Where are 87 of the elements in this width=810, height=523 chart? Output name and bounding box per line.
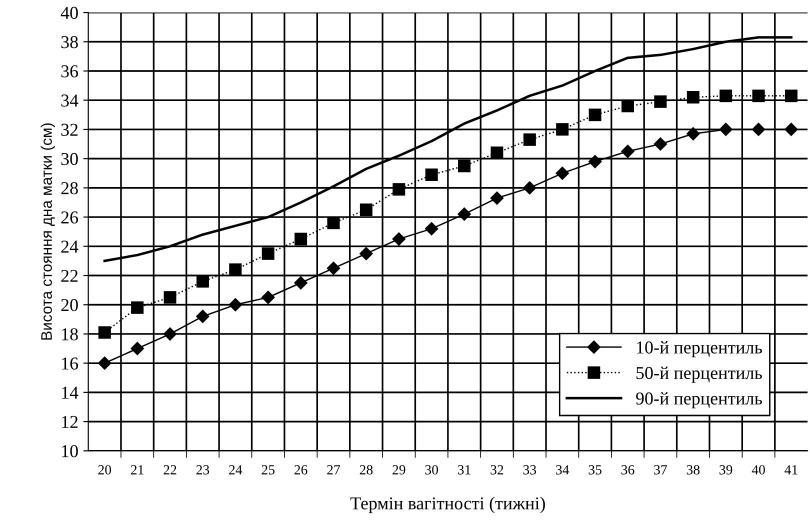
point bbox=[326, 262, 340, 275]
x-tick-label: 36 bbox=[621, 465, 634, 474]
x-tick-label: 23 bbox=[196, 465, 210, 474]
x-axis-title: Термін вагітності (тижні) bbox=[350, 496, 545, 514]
legend-label: 50-й перцентиль bbox=[636, 366, 762, 383]
legend-label: 10-й перцентиль bbox=[637, 341, 762, 358]
y-tick-label: 30 bbox=[61, 152, 78, 166]
x-tick-label: 30 bbox=[425, 465, 438, 474]
y-tick-label: 14 bbox=[62, 386, 78, 399]
point bbox=[360, 247, 373, 260]
x-tick-label: 20 bbox=[98, 465, 112, 474]
point bbox=[621, 144, 634, 158]
point bbox=[752, 90, 765, 102]
point bbox=[490, 192, 504, 205]
y-tick-label: 38 bbox=[61, 36, 78, 48]
x-tick-label: 24 bbox=[229, 465, 242, 474]
point bbox=[229, 263, 242, 276]
point bbox=[294, 276, 308, 290]
point bbox=[720, 90, 732, 102]
point bbox=[719, 122, 732, 136]
point bbox=[556, 166, 569, 180]
x-tick-label: 39 bbox=[720, 465, 732, 474]
x-tick-label: 31 bbox=[458, 465, 470, 474]
point bbox=[784, 122, 798, 136]
x-tick-label: 34 bbox=[556, 465, 570, 474]
x-tick-label: 27 bbox=[327, 465, 340, 474]
point bbox=[458, 160, 471, 172]
x-tick-label: 40 bbox=[752, 465, 765, 474]
y-axis-title: Висота стояння дна матки (см) bbox=[40, 123, 55, 340]
point bbox=[196, 275, 209, 288]
point bbox=[360, 204, 372, 216]
x-tick-label: 22 bbox=[164, 465, 176, 474]
point bbox=[392, 232, 406, 246]
y-tick-label: 10 bbox=[62, 445, 78, 458]
point bbox=[228, 298, 242, 312]
point bbox=[262, 290, 275, 304]
point bbox=[98, 326, 111, 339]
x-tick-label: 21 bbox=[130, 465, 144, 474]
point bbox=[686, 127, 700, 140]
x-tick-label: 28 bbox=[360, 465, 373, 474]
x-tick-label: 35 bbox=[588, 465, 602, 474]
point bbox=[327, 216, 340, 230]
y-tick-label: 26 bbox=[61, 211, 78, 224]
x-tick-label: 25 bbox=[262, 465, 275, 474]
point bbox=[294, 232, 308, 246]
point bbox=[164, 291, 176, 304]
point bbox=[196, 310, 210, 324]
y-tick-label: 18 bbox=[62, 328, 78, 340]
point bbox=[163, 327, 177, 341]
x-tick-label: 26 bbox=[294, 465, 308, 474]
legend-label: 90-й перцентиль bbox=[636, 392, 762, 408]
x-tick-label: 33 bbox=[523, 465, 536, 474]
point bbox=[686, 91, 700, 104]
y-tick-label: 16 bbox=[62, 357, 78, 370]
x-tick-label: 41 bbox=[784, 465, 798, 474]
point bbox=[784, 90, 798, 102]
x-tick-label: 29 bbox=[392, 465, 406, 474]
point bbox=[392, 183, 406, 196]
y-tick-label: 32 bbox=[61, 124, 78, 136]
y-tick-label: 22 bbox=[61, 270, 78, 282]
point bbox=[424, 222, 438, 236]
point bbox=[131, 301, 144, 314]
point bbox=[98, 356, 112, 370]
point bbox=[752, 122, 766, 136]
point bbox=[654, 95, 667, 108]
point bbox=[262, 247, 274, 260]
y-tick-label: 24 bbox=[61, 240, 78, 253]
y-tick-label: 28 bbox=[61, 182, 78, 194]
point bbox=[654, 137, 668, 151]
point bbox=[130, 342, 144, 356]
point bbox=[425, 168, 438, 181]
point bbox=[556, 123, 569, 136]
y-tick-label: 34 bbox=[61, 94, 78, 107]
x-tick-label: 32 bbox=[490, 465, 504, 474]
point bbox=[523, 133, 536, 146]
y-tick-label: 20 bbox=[61, 298, 78, 312]
y-tick-label: 40 bbox=[60, 6, 78, 19]
point bbox=[523, 181, 536, 194]
y-tick-label: 36 bbox=[61, 65, 78, 78]
point bbox=[588, 154, 602, 168]
x-tick-label: 37 bbox=[654, 465, 667, 474]
y-tick-label: 12 bbox=[62, 416, 78, 428]
point bbox=[588, 108, 602, 122]
point bbox=[458, 208, 471, 221]
point bbox=[490, 146, 504, 160]
point bbox=[622, 100, 634, 112]
x-tick-label: 38 bbox=[686, 465, 700, 474]
